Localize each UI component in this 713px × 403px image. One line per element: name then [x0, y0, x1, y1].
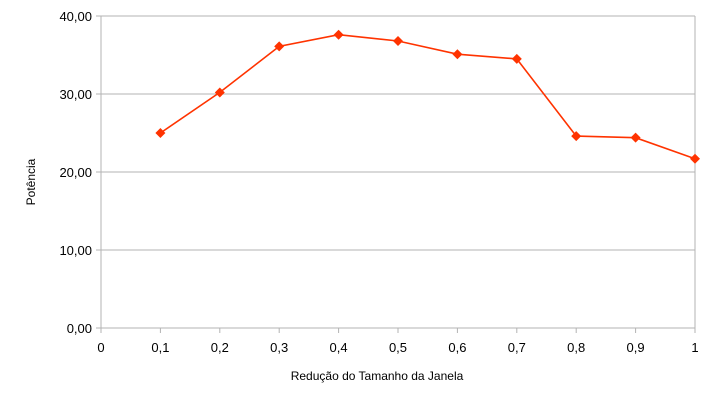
x-tick-label: 0,5	[389, 340, 407, 355]
x-tick-label: 1	[691, 340, 698, 355]
x-tick-label: 0	[97, 340, 104, 355]
x-axis-title: Redução do Tamanho da Janela	[291, 369, 464, 383]
data-point-marker	[333, 29, 344, 40]
axes	[100, 16, 696, 333]
data-point-marker	[511, 53, 522, 64]
y-tick-label: 30,00	[59, 87, 92, 102]
y-tick-label: 0,00	[67, 321, 92, 336]
data-point-marker	[452, 49, 463, 60]
series	[155, 29, 700, 164]
x-tick-label: 0,6	[448, 340, 466, 355]
data-point-marker	[393, 35, 403, 46]
data-point-marker	[571, 131, 582, 142]
x-tick-label: 0,3	[270, 340, 288, 355]
data-point-marker	[690, 153, 700, 164]
y-tick-labels: 0,00 10,00 20,00 30,00 40,00	[59, 9, 92, 336]
x-tick-label: 0,7	[508, 340, 526, 355]
x-tick-label: 0,4	[330, 340, 348, 355]
data-point-marker	[630, 132, 641, 143]
data-point-marker	[155, 128, 166, 138]
x-tick-labels: 0 0,1 0,2 0,3 0,4 0,5 0,6 0,7 0,8 0,9 1	[97, 340, 698, 355]
x-tick-label: 0,2	[211, 340, 229, 355]
y-axis-title: Potência	[24, 158, 38, 205]
data-point-marker	[274, 41, 285, 52]
y-tick-label: 10,00	[59, 243, 92, 258]
x-tick-label: 0,8	[567, 340, 585, 355]
y-tick-label: 20,00	[59, 165, 92, 180]
grid-lines	[96, 15, 695, 329]
data-point-marker	[214, 87, 225, 98]
x-tick-label: 0,9	[627, 340, 645, 355]
y-tick-label: 40,00	[59, 9, 92, 24]
x-tick-label: 0,1	[151, 340, 169, 355]
series-line	[159, 33, 696, 160]
